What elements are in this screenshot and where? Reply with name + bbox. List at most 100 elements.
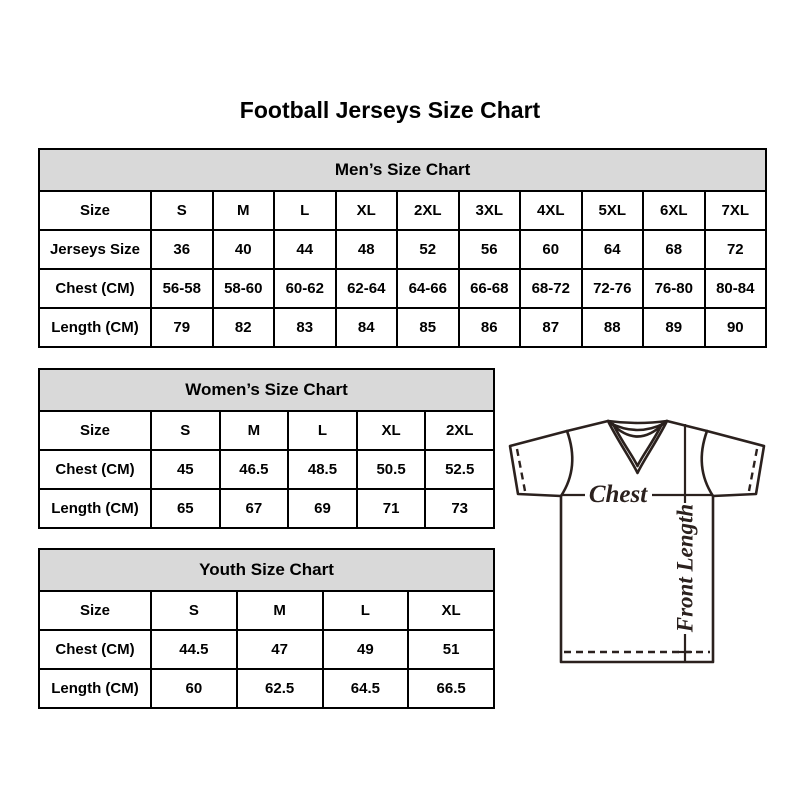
row-label-cell: Length (CM) [38, 668, 152, 709]
value-cell: 49 [321, 629, 410, 670]
table-row: Length (CM) 65 67 69 71 73 [38, 488, 496, 529]
value-cell: 72 [703, 229, 768, 270]
value-cell: 50.5 [355, 449, 427, 490]
mens-table-title: Men’s Size Chart [37, 148, 768, 192]
value-cell: 58-60 [211, 268, 275, 309]
value-cell: 52.5 [424, 449, 496, 490]
chest-label: Chest [589, 481, 648, 508]
value-cell: 40 [211, 229, 275, 270]
value-cell: 5XL [580, 190, 644, 231]
row-label-cell: Chest (CM) [38, 629, 152, 670]
table-row: Size S M L XL 2XL [38, 410, 496, 451]
value-cell: 56-58 [150, 268, 214, 309]
value-cell: 71 [355, 488, 427, 529]
value-cell: 83 [273, 307, 337, 348]
value-cell: M [211, 190, 275, 231]
value-cell: M [235, 590, 324, 631]
value-cell: 85 [396, 307, 460, 348]
mens-size-table: Men’s Size Chart Size S M L XL 2XL 3XL 4XL 5XL 6X… [37, 148, 768, 348]
youth-table-title: Youth Size Chart [37, 548, 496, 592]
value-cell: 7XL [703, 190, 768, 231]
value-cell: 73 [424, 488, 496, 529]
value-cell: 76-80 [642, 268, 706, 309]
value-cell: 48 [334, 229, 398, 270]
value-cell: 60 [519, 229, 583, 270]
value-cell: 64 [580, 229, 644, 270]
front-length-label: Front Length [673, 504, 698, 633]
value-cell: 84 [334, 307, 398, 348]
value-cell: 66.5 [407, 668, 496, 709]
table-row: Chest (CM) 45 46.5 48.5 50.5 52.5 [38, 449, 496, 490]
value-cell: 82 [211, 307, 275, 348]
table-row: Size S M L XL [38, 590, 496, 631]
value-cell: 52 [396, 229, 460, 270]
value-cell: 44 [273, 229, 337, 270]
value-cell: 64.5 [321, 668, 410, 709]
value-cell: 56 [457, 229, 521, 270]
row-label-cell: Size [38, 190, 152, 231]
table-header-row: Men’s Size Chart [37, 148, 768, 192]
youth-size-table: Youth Size Chart Size S M L XL Chest (CM) 44.5… [37, 548, 496, 709]
value-cell: S [150, 410, 221, 451]
row-label-cell: Chest (CM) [38, 449, 152, 490]
jersey-diagram-icon: Chest Front Length [508, 419, 766, 664]
value-cell: 88 [580, 307, 644, 348]
value-cell: 2XL [424, 410, 496, 451]
value-cell: 62-64 [334, 268, 398, 309]
table-row: Length (CM) 79 82 83 84 85 86 87 88 89 90 [38, 307, 768, 348]
value-cell: S [150, 590, 238, 631]
table-header-row: Women’s Size Chart [37, 368, 496, 412]
womens-table-title: Women’s Size Chart [37, 368, 496, 412]
value-cell: XL [334, 190, 398, 231]
table-row: Chest (CM) 44.5 47 49 51 [38, 629, 496, 670]
value-cell: 69 [287, 488, 358, 529]
value-cell: XL [407, 590, 496, 631]
value-cell: L [321, 590, 410, 631]
value-cell: 60-62 [273, 268, 337, 309]
value-cell: 45 [150, 449, 221, 490]
value-cell: 44.5 [150, 629, 238, 670]
value-cell: L [287, 410, 358, 451]
table-header-row: Youth Size Chart [37, 548, 496, 592]
womens-size-table: Women’s Size Chart Size S M L XL 2XL Chest (CM… [37, 368, 496, 529]
value-cell: 87 [519, 307, 583, 348]
value-cell: 36 [150, 229, 214, 270]
value-cell: 80-84 [703, 268, 768, 309]
row-label-cell: Size [38, 410, 152, 451]
value-cell: 46.5 [218, 449, 290, 490]
value-cell: 68 [642, 229, 706, 270]
value-cell: 64-66 [396, 268, 460, 309]
value-cell: 48.5 [287, 449, 358, 490]
value-cell: 79 [150, 307, 214, 348]
value-cell: 68-72 [519, 268, 583, 309]
value-cell: 72-76 [580, 268, 644, 309]
table-row: Length (CM) 60 62.5 64.5 66.5 [38, 668, 496, 709]
table-row: Jerseys Size 36 40 44 48 52 56 60 64 68 72 [38, 229, 768, 270]
value-cell: L [273, 190, 337, 231]
value-cell: 4XL [519, 190, 583, 231]
table-row: Size S M L XL 2XL 3XL 4XL 5XL 6XL 7XL [38, 190, 768, 231]
row-label-cell: Size [38, 590, 152, 631]
value-cell: S [150, 190, 214, 231]
row-label-cell: Length (CM) [38, 307, 152, 348]
row-label-cell: Jerseys Size [38, 229, 152, 270]
value-cell: 47 [235, 629, 324, 670]
value-cell: 3XL [457, 190, 521, 231]
value-cell: 51 [407, 629, 496, 670]
value-cell: 90 [703, 307, 768, 348]
value-cell: 89 [642, 307, 706, 348]
row-label-cell: Length (CM) [38, 488, 152, 529]
value-cell: 60 [150, 668, 238, 709]
value-cell: 65 [150, 488, 221, 529]
page-title: Football Jerseys Size Chart [239, 97, 541, 123]
value-cell: 86 [457, 307, 521, 348]
value-cell: 6XL [642, 190, 706, 231]
value-cell: 67 [218, 488, 290, 529]
table-row: Chest (CM) 56-58 58-60 60-62 62-64 64-66 66-68… [38, 268, 768, 309]
jersey-measurement-diagram: Chest Front Length [500, 403, 775, 675]
row-label-cell: Chest (CM) [38, 268, 152, 309]
value-cell: 2XL [396, 190, 460, 231]
value-cell: M [218, 410, 290, 451]
value-cell: XL [355, 410, 427, 451]
